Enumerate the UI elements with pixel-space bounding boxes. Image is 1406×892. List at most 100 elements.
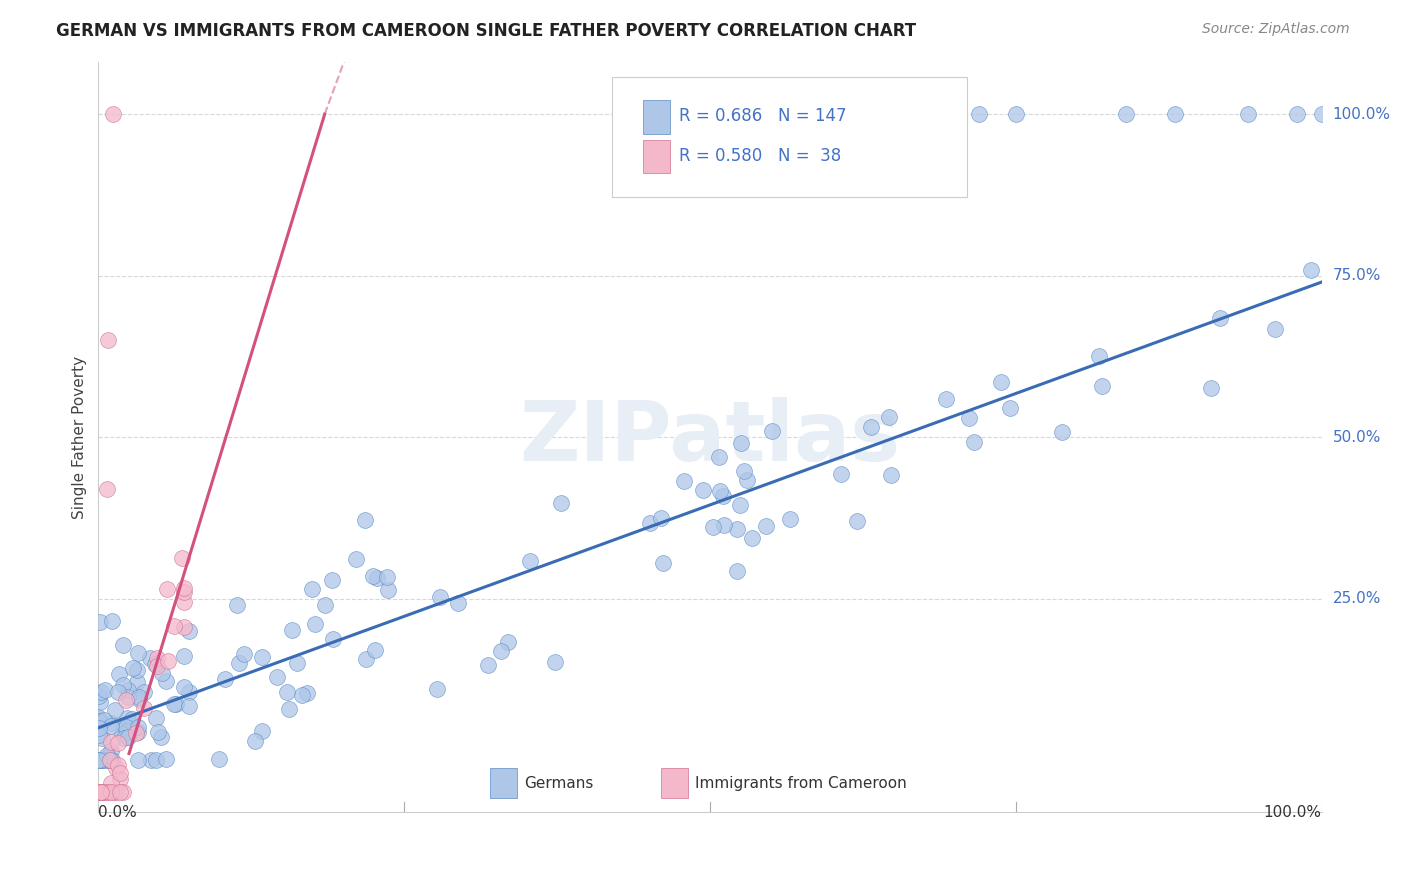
- Point: [295, 686, 318, 700]
- Point: [650, 511, 672, 525]
- Point: [115, 723, 138, 738]
- Point: [173, 648, 195, 663]
- Point: [245, 734, 267, 748]
- Point: [173, 680, 195, 694]
- Point: [228, 656, 250, 670]
- Text: 100.0%: 100.0%: [1333, 107, 1391, 121]
- Point: [225, 598, 247, 612]
- Point: [179, 624, 201, 639]
- Point: [115, 725, 138, 739]
- Point: [117, 683, 139, 698]
- Point: [281, 624, 304, 638]
- Text: ZIPatlas: ZIPatlas: [520, 397, 900, 477]
- Point: [96, 785, 118, 799]
- Point: [963, 435, 986, 450]
- Point: [214, 672, 236, 686]
- Point: [90, 785, 112, 799]
- Text: 75.0%: 75.0%: [1333, 268, 1381, 283]
- Point: [145, 753, 167, 767]
- Point: [860, 420, 883, 434]
- Point: [967, 107, 990, 121]
- Point: [150, 665, 173, 680]
- Point: [108, 785, 131, 799]
- FancyBboxPatch shape: [661, 768, 688, 798]
- Point: [121, 712, 143, 726]
- Point: [779, 512, 801, 526]
- Point: [496, 634, 519, 648]
- Point: [89, 721, 111, 735]
- Point: [1299, 263, 1322, 277]
- Point: [364, 643, 387, 657]
- Point: [103, 785, 125, 799]
- Point: [146, 650, 169, 665]
- Point: [755, 518, 778, 533]
- Point: [87, 712, 110, 726]
- Point: [90, 785, 112, 799]
- Point: [98, 753, 121, 767]
- Point: [98, 753, 121, 767]
- Point: [87, 710, 110, 724]
- Point: [830, 467, 852, 481]
- Point: [179, 684, 201, 698]
- Point: [87, 690, 110, 704]
- Point: [90, 785, 112, 799]
- Text: Immigrants from Cameroon: Immigrants from Cameroon: [696, 776, 907, 790]
- Point: [112, 785, 135, 799]
- Point: [735, 473, 758, 487]
- Point: [713, 518, 735, 533]
- Point: [163, 619, 186, 633]
- Point: [93, 713, 115, 727]
- Point: [107, 666, 129, 681]
- Point: [105, 761, 128, 775]
- Point: [702, 520, 724, 534]
- Point: [157, 654, 180, 668]
- Point: [177, 699, 200, 714]
- Point: [90, 785, 112, 799]
- FancyBboxPatch shape: [643, 100, 669, 134]
- Point: [94, 753, 117, 767]
- Point: [117, 711, 139, 725]
- Point: [1115, 107, 1137, 121]
- Point: [725, 522, 748, 536]
- Point: [232, 647, 254, 661]
- Point: [108, 772, 131, 786]
- Point: [132, 685, 155, 699]
- Point: [1264, 322, 1286, 336]
- Point: [291, 688, 314, 702]
- Point: [723, 107, 745, 121]
- Point: [115, 720, 138, 734]
- Point: [163, 697, 186, 711]
- Point: [354, 513, 377, 527]
- Text: 100.0%: 100.0%: [1264, 805, 1322, 821]
- Point: [100, 744, 122, 758]
- Point: [250, 650, 273, 665]
- Point: [730, 435, 752, 450]
- Point: [998, 401, 1021, 415]
- Text: 50.0%: 50.0%: [1333, 430, 1381, 444]
- Point: [1209, 311, 1232, 326]
- Point: [1091, 379, 1114, 393]
- Point: [304, 617, 326, 632]
- Point: [733, 464, 755, 478]
- FancyBboxPatch shape: [612, 78, 967, 197]
- Point: [107, 736, 129, 750]
- Point: [127, 724, 149, 739]
- Point: [125, 663, 148, 677]
- Point: [846, 514, 869, 528]
- Point: [173, 581, 195, 595]
- Text: GERMAN VS IMMIGRANTS FROM CAMEROON SINGLE FATHER POVERTY CORRELATION CHART: GERMAN VS IMMIGRANTS FROM CAMEROON SINGL…: [56, 22, 917, 40]
- Point: [100, 734, 122, 748]
- Point: [90, 753, 112, 767]
- Point: [1088, 349, 1111, 363]
- Point: [990, 375, 1012, 389]
- Point: [97, 333, 120, 347]
- Point: [107, 684, 129, 698]
- Point: [125, 726, 148, 740]
- Point: [125, 674, 148, 689]
- Point: [344, 552, 367, 566]
- Point: [489, 643, 512, 657]
- Point: [741, 532, 763, 546]
- Text: 25.0%: 25.0%: [1333, 591, 1381, 606]
- Point: [250, 723, 273, 738]
- Point: [772, 107, 794, 121]
